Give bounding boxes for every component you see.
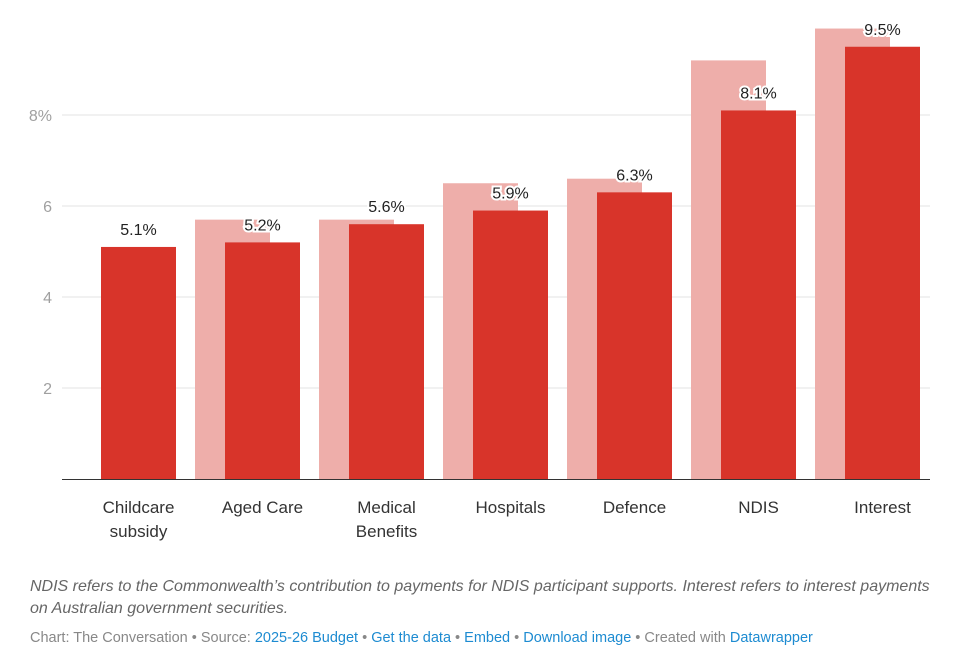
y-tick-label: 6	[43, 199, 52, 216]
data-label: 5.2%	[244, 217, 280, 234]
x-tick-label: subsidy	[110, 522, 168, 541]
source-label: Source:	[200, 630, 251, 646]
source-link[interactable]: 2025-26 Budget	[254, 630, 359, 646]
chart-credit: Chart: The Conversation	[30, 630, 188, 646]
bar-current	[597, 192, 672, 479]
separator: •	[362, 630, 368, 646]
data-label: 5.6%	[368, 199, 404, 216]
y-tick-label: 8%	[29, 108, 52, 125]
data-label: 5.1%	[120, 222, 156, 239]
bar-current	[473, 210, 548, 480]
created-with-label: Created with	[644, 630, 726, 646]
x-tick-label: Aged Care	[222, 498, 303, 517]
data-label: 8.1%	[740, 85, 776, 102]
x-tick-label: Benefits	[356, 522, 417, 541]
datawrapper-link[interactable]: Datawrapper	[729, 630, 813, 646]
data-label: 9.5%	[864, 22, 900, 39]
get-data-link[interactable]: Get the data	[371, 630, 452, 646]
bar-current	[845, 46, 920, 479]
data-label: 6.3%	[616, 167, 652, 184]
data-label: 5.9%	[492, 186, 528, 203]
bar-chart: 2 4 6 8% 5.1% Childcare subsidy 5.2% Aged Care 5.…	[29, 20, 930, 541]
y-tick-label: 2	[43, 381, 52, 398]
bar-current	[101, 246, 176, 479]
x-tick-label: NDIS	[738, 498, 779, 517]
x-tick-label: Hospitals	[476, 498, 546, 517]
x-tick-label: Interest	[854, 498, 911, 517]
chart-footer: Chart: The Conversation • Source: 2025-2…	[30, 630, 813, 646]
separator: •	[455, 630, 461, 646]
bar-current	[349, 224, 424, 479]
x-tick-label: Childcare	[103, 498, 175, 517]
y-tick-label: 4	[43, 290, 52, 307]
x-tick-label: Defence	[603, 498, 666, 517]
download-image-link[interactable]: Download image	[523, 630, 632, 646]
chart-notes: NDIS refers to the Commonwealth’s contri…	[30, 578, 930, 617]
separator: •	[514, 630, 520, 646]
x-tick-label: Medical	[357, 498, 416, 517]
embed-link[interactable]: Embed	[464, 630, 511, 646]
bar-current	[225, 242, 300, 479]
separator: •	[635, 630, 641, 646]
bar-current	[721, 110, 796, 479]
separator: •	[191, 630, 197, 646]
